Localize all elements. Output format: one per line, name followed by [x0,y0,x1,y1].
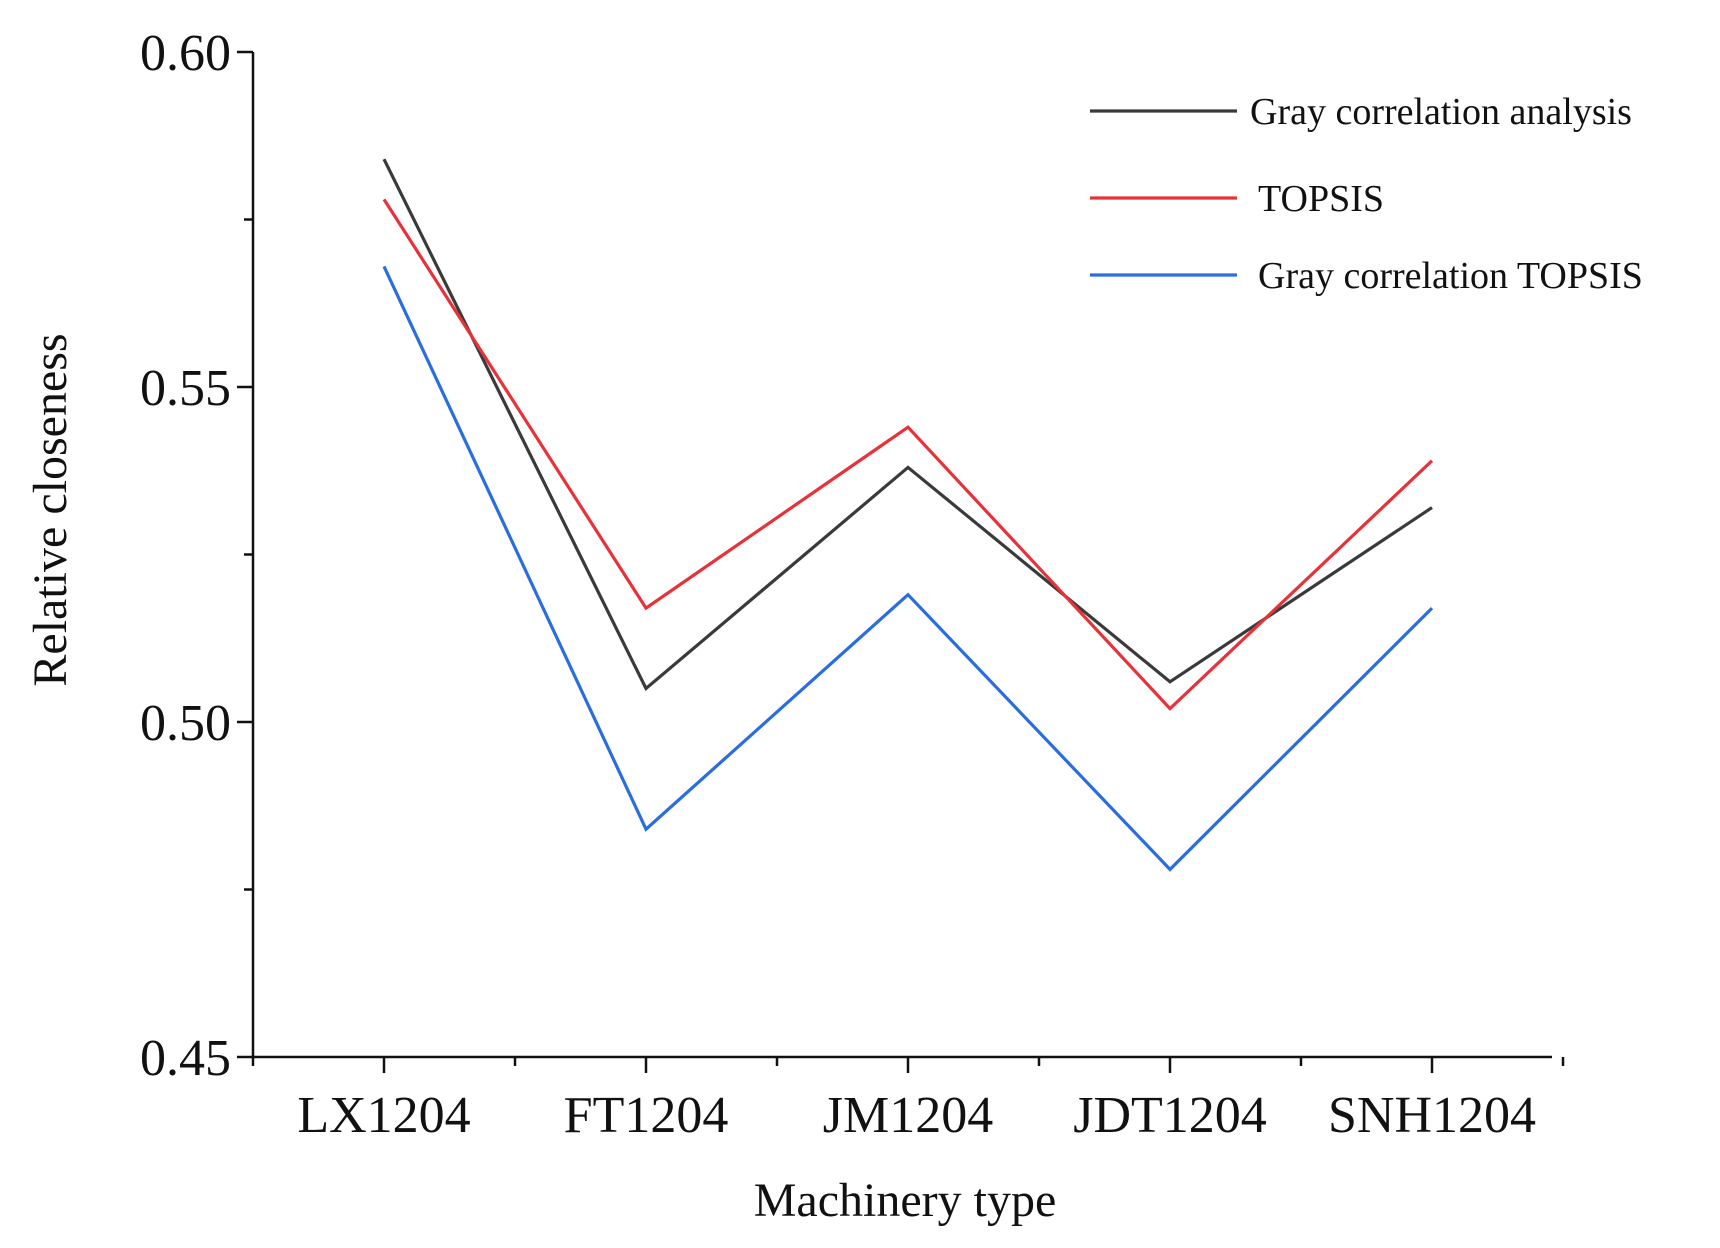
x-tick-label: LX1204 [297,1087,470,1144]
legend-label: Gray correlation analysis [1250,91,1632,133]
series-line-1 [382,158,1433,692]
x-tick-label: SNH1204 [1328,1087,1536,1144]
y-tick-label: 0.45 [140,1030,231,1087]
x-tick-label: FT1204 [564,1087,729,1144]
axes: 0.45 0.50 0.55 0.60 LX1204 FT1204 JM1204 JDT120… [140,25,1565,1144]
x-axis-title: Machinery type [754,1174,1057,1227]
legend-label: Gray correlation TOPSIS [1258,255,1643,297]
x-tick-label: JDT1204 [1073,1087,1267,1144]
series-line-3 [382,265,1434,872]
series-line-2 [382,198,1434,711]
legend: Gray correlation analysis TOPSIS Gray corr… [1090,91,1643,297]
y-axis-title: Relative closeness [24,333,77,686]
series-layer [382,158,1434,872]
x-tick-label: JM1204 [823,1087,993,1144]
legend-label: TOPSIS [1258,178,1384,220]
y-tick-label: 0.55 [140,360,231,417]
y-tick-label: 0.50 [140,695,231,752]
y-tick-label: 0.60 [140,25,231,82]
